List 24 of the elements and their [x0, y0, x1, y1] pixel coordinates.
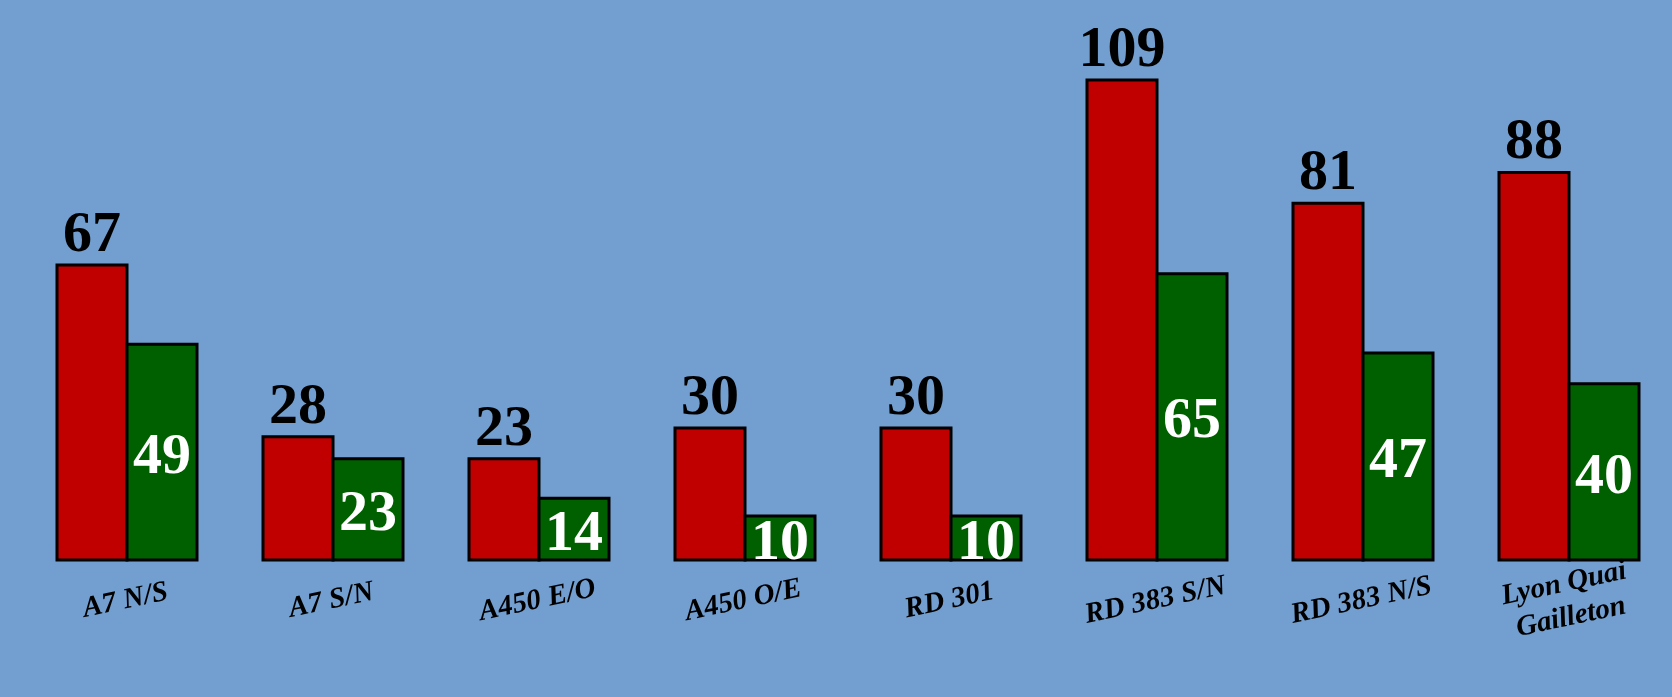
- data-label: 88: [1505, 106, 1563, 172]
- x-tick-label: RD 383 N/S: [1286, 567, 1435, 629]
- data-label: 14: [545, 497, 603, 563]
- data-label: 40: [1575, 440, 1633, 506]
- data-label: 49: [133, 420, 191, 486]
- data-label: 10: [751, 506, 809, 572]
- data-label: 47: [1369, 425, 1427, 491]
- data-label: 10: [957, 506, 1015, 572]
- x-tick-label: A7 S/N: [283, 573, 378, 624]
- x-tick-label: Lyon Quai Gailleton: [1496, 552, 1629, 643]
- x-tick-label: A450 O/E: [679, 570, 805, 627]
- data-label: 30: [887, 361, 945, 427]
- x-tick-label: A450 E/O: [473, 570, 599, 627]
- data-label: 65: [1163, 385, 1221, 451]
- data-label: 23: [339, 477, 397, 543]
- data-label: 67: [63, 198, 121, 264]
- x-tick-label: A7 N/S: [77, 573, 171, 624]
- x-tick-label: RD 383 S/N: [1080, 567, 1230, 629]
- data-label: 81: [1299, 137, 1357, 203]
- data-label: 30: [681, 361, 739, 427]
- data-label: 109: [1078, 14, 1166, 79]
- data-label: 23: [475, 392, 533, 458]
- x-tick-label: RD 301: [900, 573, 997, 624]
- data-label: 28: [269, 370, 327, 436]
